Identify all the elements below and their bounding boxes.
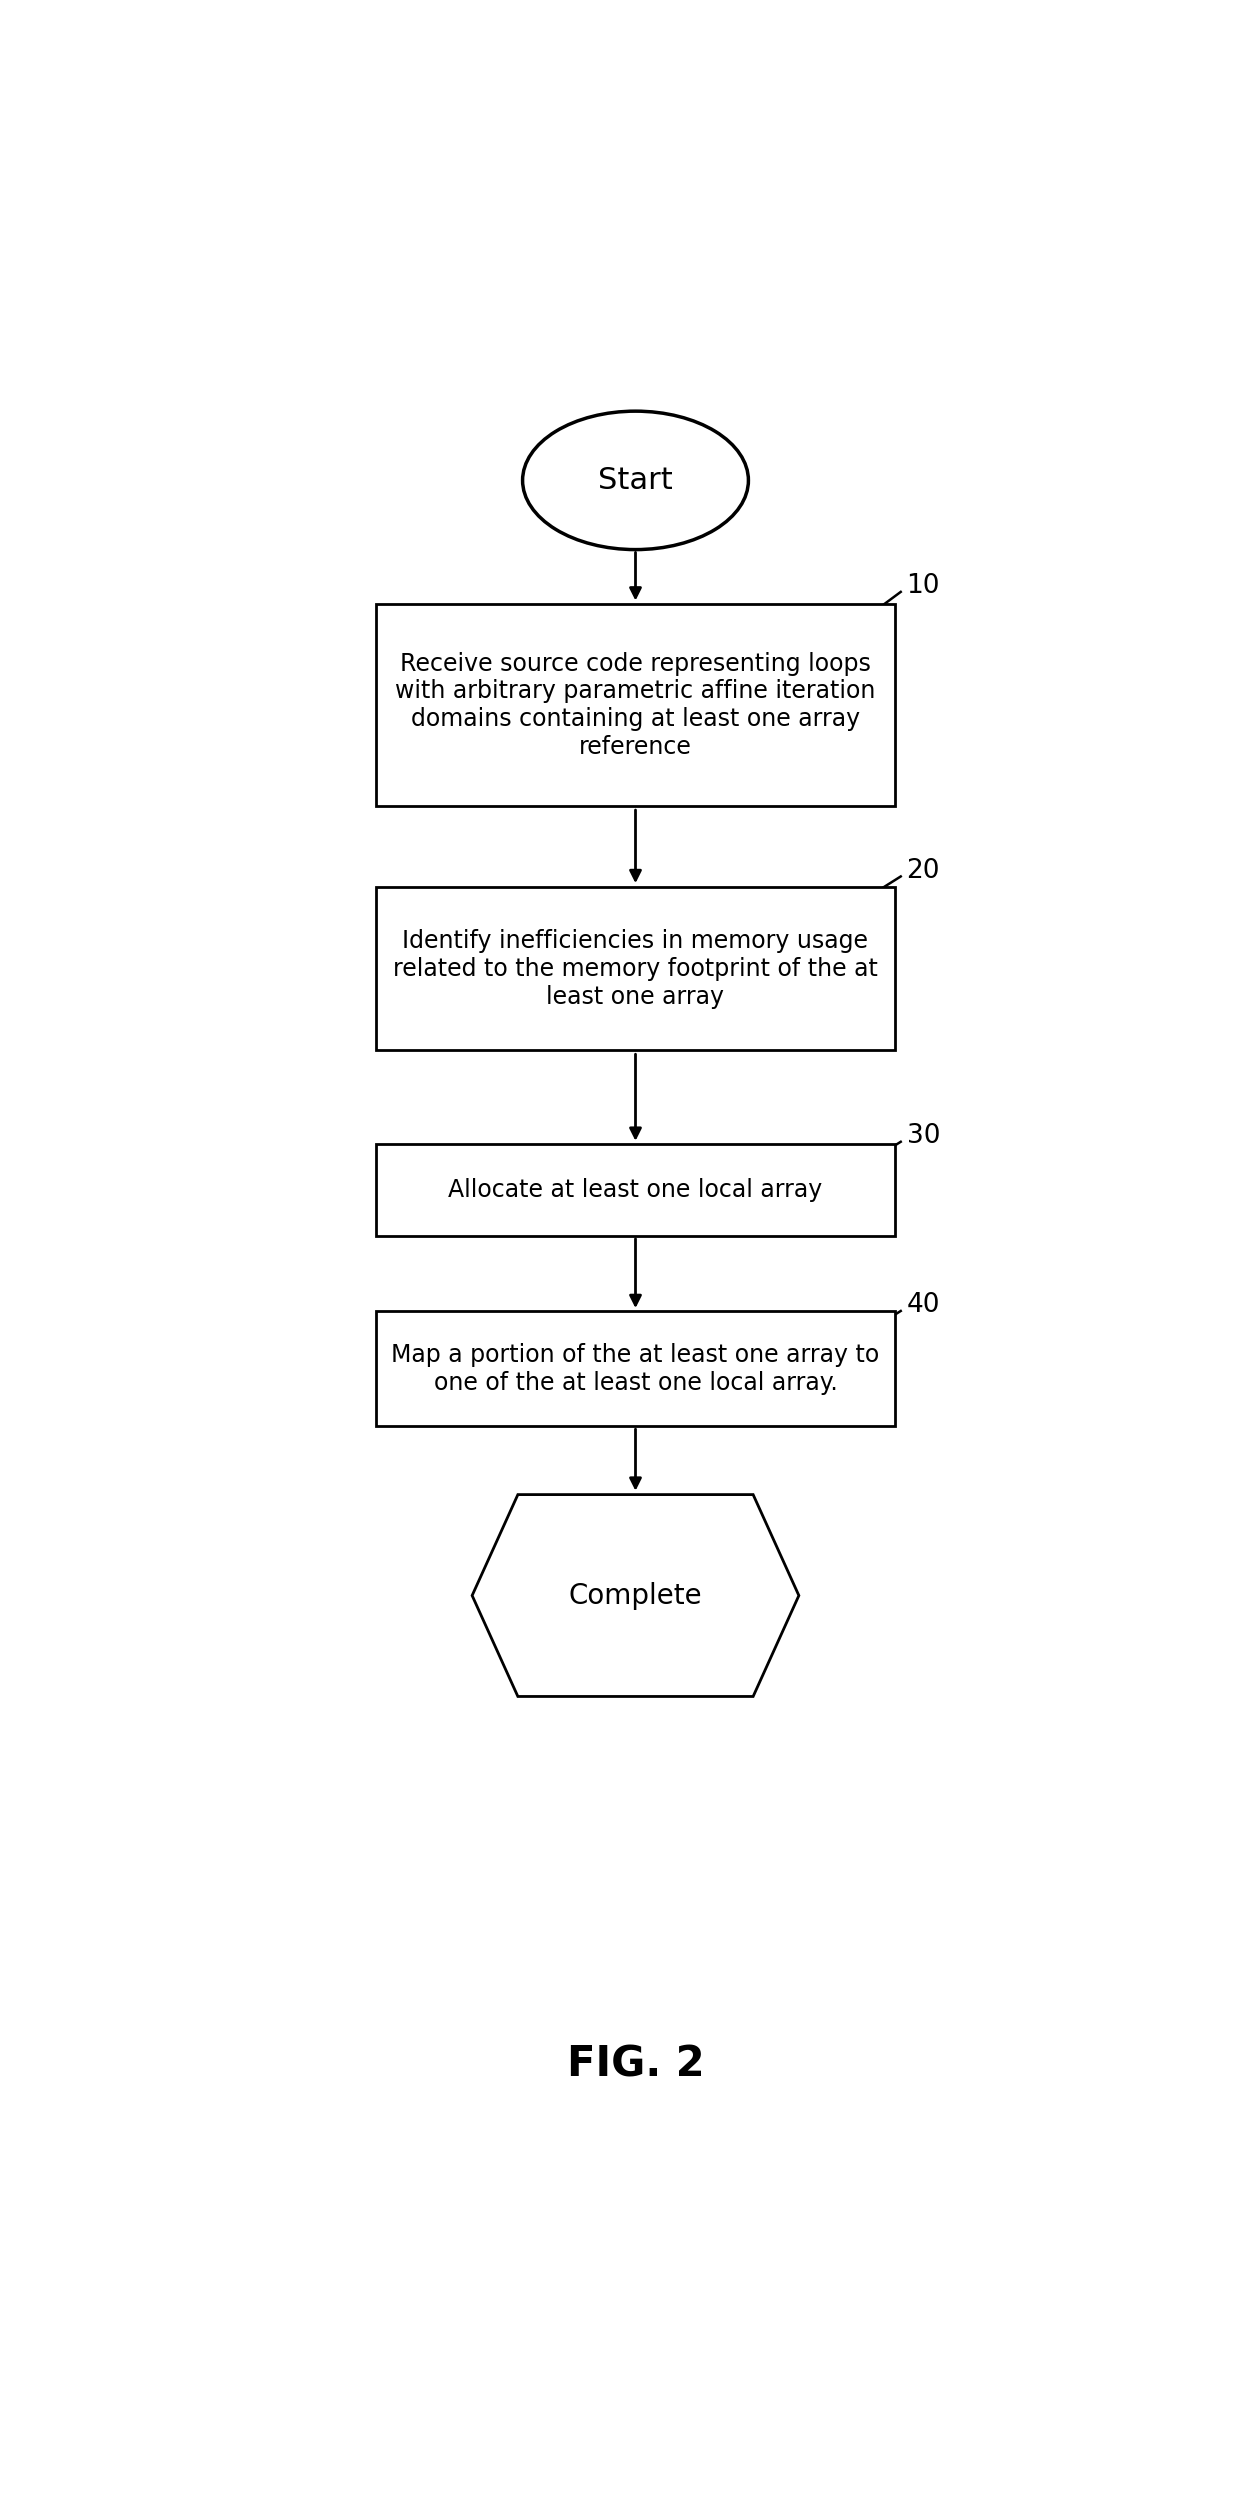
Bar	[376, 604, 895, 807]
Text: 10: 10	[906, 574, 940, 599]
Text: Receive source code representing loops
with arbitrary parametric affine iteratio: Receive source code representing loops w…	[396, 652, 875, 759]
Text: Allocate at least one local array: Allocate at least one local array	[449, 1179, 822, 1201]
Polygon shape	[472, 1496, 799, 1695]
Text: Start: Start	[598, 467, 673, 494]
Text: 40: 40	[906, 1293, 940, 1318]
Bar	[376, 1311, 895, 1426]
Bar	[376, 1144, 895, 1236]
Text: Map a portion of the at least one array to
one of the at least one local array.: Map a portion of the at least one array …	[392, 1343, 879, 1393]
Text: Identify inefficiencies in memory usage
related to the memory footprint of the a: Identify inefficiencies in memory usage …	[393, 929, 878, 1009]
Text: Complete: Complete	[569, 1581, 702, 1611]
Text: FIG. 2: FIG. 2	[567, 2043, 704, 2085]
Bar	[376, 886, 895, 1051]
Text: 20: 20	[906, 856, 940, 884]
Text: 30: 30	[906, 1124, 940, 1149]
Ellipse shape	[522, 412, 749, 549]
